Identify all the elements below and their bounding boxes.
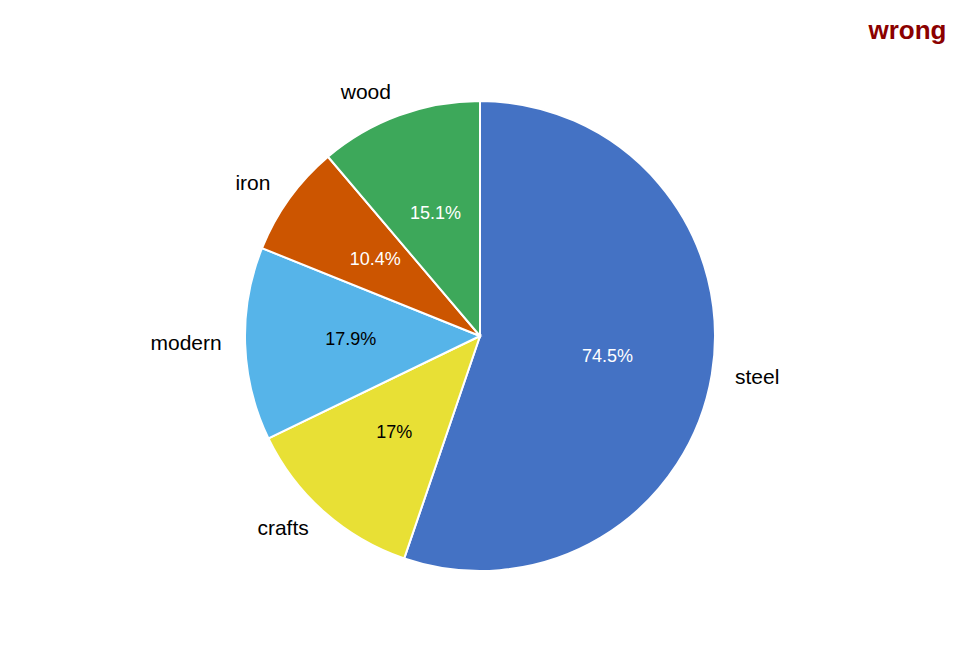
- svg-text:modern: modern: [150, 331, 221, 354]
- svg-text:74.5%: 74.5%: [582, 346, 633, 366]
- svg-text:10.4%: 10.4%: [350, 249, 401, 269]
- svg-text:crafts: crafts: [257, 516, 308, 539]
- svg-text:17%: 17%: [376, 422, 412, 442]
- svg-text:iron: iron: [235, 171, 270, 194]
- svg-text:wood: wood: [340, 80, 391, 103]
- svg-text:15.1%: 15.1%: [410, 203, 461, 223]
- svg-text:steel: steel: [735, 365, 779, 388]
- svg-text:wrong: wrong: [868, 15, 947, 45]
- svg-text:17.9%: 17.9%: [325, 329, 376, 349]
